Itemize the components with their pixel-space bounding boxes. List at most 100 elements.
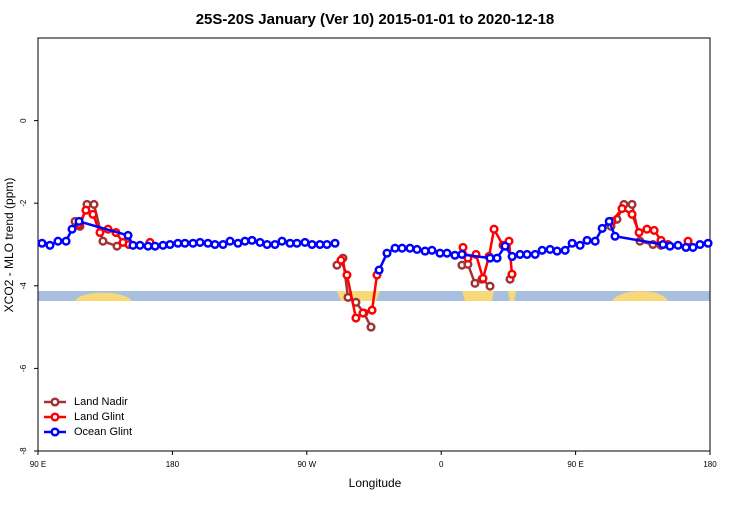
data-point [247, 235, 257, 245]
data-point [390, 243, 400, 253]
land-strip [462, 291, 494, 301]
y-tick-label: 0 [19, 118, 28, 123]
data-point [470, 278, 480, 288]
data-point [627, 199, 637, 209]
data-point [233, 238, 243, 248]
legend-marker [50, 412, 60, 422]
x-axis-label: Longitude [349, 476, 402, 490]
data-point [560, 245, 570, 255]
y-tick-label: -2 [19, 199, 28, 207]
data-point [442, 248, 452, 258]
legend-label: Land Glint [74, 411, 124, 423]
x-tick-label: 90 E [567, 460, 583, 469]
data-point [427, 245, 437, 255]
data-point [530, 249, 540, 259]
series [76, 205, 692, 321]
x-tick-label: 90 W [297, 460, 316, 469]
data-point [489, 224, 499, 234]
data-point [642, 224, 652, 234]
data-point [627, 209, 637, 219]
legend-marker [50, 397, 60, 407]
data-point [88, 209, 98, 219]
data-point [195, 237, 205, 247]
data-point [143, 241, 153, 251]
data-point [604, 216, 614, 226]
data-point [590, 236, 600, 246]
data-point [658, 239, 668, 250]
data-point [173, 238, 183, 248]
data-point [703, 238, 713, 248]
data-point [382, 248, 392, 258]
data-point [420, 246, 430, 256]
data-point [412, 244, 422, 255]
data-point [150, 241, 160, 251]
data-point [277, 236, 287, 246]
data-point [98, 236, 108, 246]
legend-label: Land Nadir [74, 396, 128, 408]
data-point [351, 297, 361, 307]
data-point [575, 240, 585, 250]
data-point [688, 242, 698, 252]
data-point [255, 237, 265, 247]
data-point [37, 238, 47, 248]
data-point [665, 241, 675, 251]
data-point [330, 238, 340, 248]
data-point [128, 240, 138, 250]
data-point [582, 235, 592, 245]
data-point [53, 236, 63, 246]
legend-label: Ocean Glint [74, 426, 132, 438]
data-point [45, 240, 55, 250]
data-point [322, 239, 332, 250]
data-point [522, 249, 532, 259]
data-point [552, 246, 562, 256]
land-strip [508, 291, 516, 301]
data-point [315, 239, 325, 250]
data-point [351, 313, 361, 323]
data-point [240, 236, 250, 246]
data-point [135, 240, 145, 250]
data-point [367, 305, 377, 315]
data-point [478, 273, 488, 283]
data-point [567, 238, 577, 248]
legend-marker [50, 427, 60, 437]
data-point [492, 253, 502, 263]
data-point [300, 237, 310, 247]
x-tick-label: 90 E [30, 460, 46, 469]
data-point [188, 238, 198, 248]
data-point [210, 239, 220, 250]
data-point [507, 269, 517, 279]
data-point [165, 239, 175, 250]
data-point [537, 245, 547, 255]
data-point [67, 224, 77, 234]
data-point [507, 251, 517, 262]
data-point [634, 227, 644, 238]
data-point [435, 248, 445, 258]
data-point [203, 238, 213, 248]
data-point [81, 205, 91, 215]
data-point [366, 322, 376, 332]
data-point [649, 225, 659, 236]
y-axis-label: XCO2 - MLO trend (ppm) [2, 178, 16, 313]
data-point [500, 241, 510, 251]
data-point [123, 230, 133, 240]
data-point [405, 243, 415, 253]
data-point [597, 223, 607, 233]
data-point [617, 204, 627, 214]
data-point [61, 236, 71, 246]
data-point [225, 236, 235, 246]
data-point [342, 270, 352, 280]
data-point [545, 244, 555, 255]
data-point [270, 239, 280, 250]
data-point [180, 238, 190, 248]
data-point [285, 238, 295, 248]
data-point [485, 253, 495, 263]
data-point [515, 249, 525, 259]
data-point [307, 239, 317, 250]
data-point [158, 240, 168, 250]
land-strip [612, 291, 668, 301]
y-tick-label: -6 [19, 364, 28, 372]
data-point [292, 238, 302, 248]
land-strip [75, 292, 132, 301]
series [37, 216, 713, 275]
